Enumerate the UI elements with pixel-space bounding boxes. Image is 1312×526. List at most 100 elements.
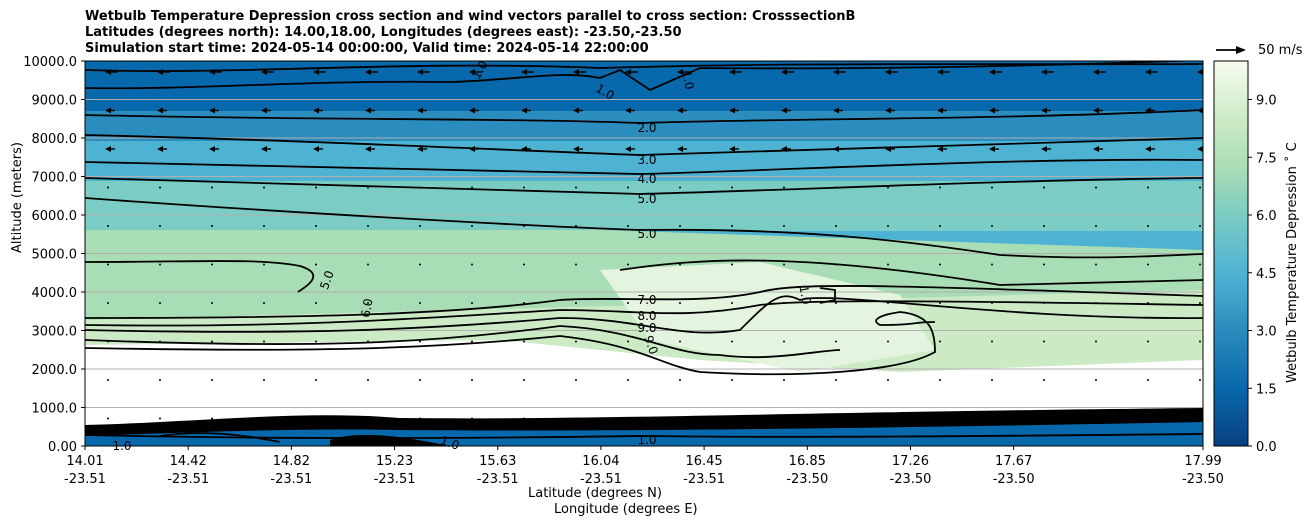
wind-vector-head (833, 107, 839, 114)
colorbar-label: Wetbulb Temperature Depression ˚ C (1285, 142, 1300, 383)
wind-vector-head (625, 146, 631, 152)
wind-vector-dot (627, 186, 629, 189)
wind-vector-dot (211, 340, 213, 343)
wind-vector-dot (107, 379, 109, 381)
wind-vector-dot (783, 379, 785, 381)
wind-vector-head (677, 146, 683, 152)
wind-vector-dot (471, 186, 473, 189)
wind-vector-head (1041, 69, 1047, 75)
x-tick-lat: 16.85 (789, 454, 826, 469)
wind-vector-dot (627, 340, 629, 343)
wind-vector-dot (783, 186, 785, 189)
wind-vector-dot (1147, 263, 1149, 266)
colorbar-tick-label: 4.5 (1256, 267, 1277, 282)
x-tick-lat: 17.67 (995, 454, 1032, 469)
wind-vector-head (937, 107, 943, 114)
contour-label: 5.0 (637, 227, 656, 241)
wind-vector-dot (315, 186, 317, 189)
wind-vector-dot (783, 225, 785, 227)
colorbar-tick-label: 0.0 (1256, 440, 1277, 455)
colorbar-tick-label: 1.5 (1256, 382, 1277, 397)
wind-vector-dot (159, 186, 161, 189)
wind-vector-dot (887, 263, 889, 266)
wind-vector-dot (367, 263, 369, 266)
wind-vector-head (937, 69, 943, 75)
y-axis: 0.00 1000.0 2000.0 3000.0 4000.0 5000.0 6000.0… (23, 55, 85, 455)
svg-text:1.0: 1.0 (796, 284, 813, 305)
x-tick-lon: -23.51 (477, 472, 519, 487)
wind-vector-dot (627, 379, 629, 381)
wind-vector-dot (211, 302, 213, 304)
colorbar-ticks: 0.0 1.5 3.0 4.5 6.0 7.5 9.0 (1248, 94, 1277, 455)
wind-vector-dot (315, 302, 317, 304)
colorbar-tick-label: 7.5 (1256, 151, 1277, 166)
wind-vector-head (469, 69, 475, 75)
wind-vector-dot (263, 186, 265, 189)
wind-vector-dot (1095, 186, 1097, 189)
wind-vector-head (989, 146, 995, 152)
wind-vector-dot (523, 263, 525, 266)
wind-vector-dot (939, 379, 941, 381)
wind-vector-dot (627, 263, 629, 266)
wind-vector-dot (107, 186, 109, 189)
svg-text:2.0: 2.0 (637, 121, 656, 135)
wind-vector-dot (887, 340, 889, 343)
wind-vector-head (729, 69, 735, 75)
wind-vector-head (365, 69, 371, 75)
contour-label: 5.0 (637, 192, 656, 206)
x-tick-lon: -23.50 (890, 472, 932, 487)
x-tick-lat: 16.04 (582, 454, 619, 469)
svg-text:3.0: 3.0 (637, 153, 656, 167)
svg-text:5.0: 5.0 (637, 227, 656, 241)
wind-vector-head (417, 69, 423, 75)
x-tick-lon: -23.50 (1182, 472, 1224, 487)
wind-vector-dot (575, 379, 577, 381)
y-tick-label: 5000.0 (32, 248, 78, 263)
wind-vector-dot (1199, 225, 1201, 227)
wind-vector-dot (679, 302, 681, 304)
x-tick-lon: -23.51 (580, 472, 622, 487)
y-tick-label: 0.00 (48, 440, 77, 455)
wind-vector-head (1145, 146, 1151, 152)
x-tick-lat: 17.99 (1184, 454, 1221, 469)
wind-vector-dot (731, 186, 733, 189)
wind-vector-head (781, 107, 787, 114)
wind-vector-dot (1199, 379, 1201, 381)
contour-label: 3.0 (637, 153, 656, 167)
wind-vector-dot (1199, 186, 1201, 189)
wind-vector-dot (263, 225, 265, 227)
wind-vector-dot (263, 263, 265, 266)
wind-vector-dot (835, 225, 837, 227)
wind-vector-dot (887, 225, 889, 227)
grid-lines (85, 99, 1203, 408)
wind-vector-dot (575, 340, 577, 343)
wind-vector-dot (315, 340, 317, 343)
wind-vector-head (937, 146, 943, 152)
wind-vector-dot (731, 302, 733, 304)
wind-vector-dot (523, 379, 525, 381)
wind-vector-dot (991, 263, 993, 266)
wind-vector-head (313, 107, 319, 114)
wind-vector-head (781, 69, 787, 75)
wind-vector-dot (1147, 379, 1149, 381)
wind-vector-head (677, 107, 683, 114)
contour-label: 4.0 (637, 172, 656, 186)
x-tick-lat: 14.82 (273, 454, 310, 469)
wind-vector-dot (1095, 225, 1097, 227)
x-axis-label-lon: Longitude (degrees E) (554, 502, 698, 517)
wind-vector-dot (731, 263, 733, 266)
wind-vector-dot (107, 302, 109, 304)
wind-vector-head (729, 107, 735, 114)
wind-vector-head (261, 69, 267, 75)
wind-vector-dot (107, 417, 109, 420)
wind-vector-dot (159, 302, 161, 304)
wind-vector-dot (575, 186, 577, 189)
svg-text:1.0: 1.0 (679, 69, 696, 90)
colorbar-tick-label: 9.0 (1256, 94, 1277, 109)
wind-vector-dot (991, 340, 993, 343)
wind-vector-dot (107, 263, 109, 266)
x-tick-lat: 15.63 (479, 454, 516, 469)
wind-vector-dot (419, 340, 421, 343)
wind-vector-dot (679, 225, 681, 227)
wind-vector-head (1041, 107, 1047, 114)
